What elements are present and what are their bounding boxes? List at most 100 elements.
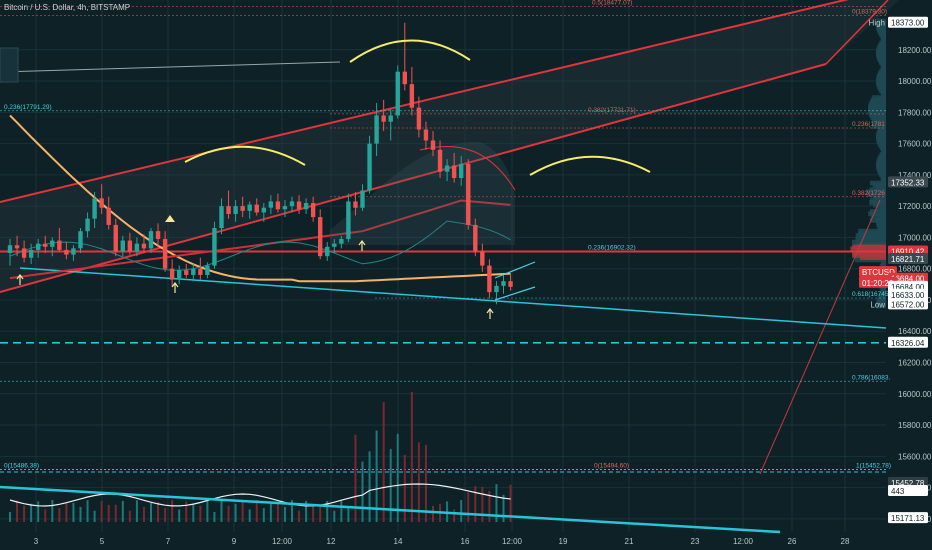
candle-body (381, 115, 386, 122)
price-tick-label: 17600.00 (898, 140, 932, 149)
ma-layer (9, 114, 511, 283)
candle-body (184, 270, 189, 275)
volume-bar (220, 500, 223, 522)
volume-bar (121, 500, 124, 522)
volume-bar (495, 484, 498, 522)
price-tick-label: 17400.00 (898, 171, 932, 180)
volume-bar (424, 444, 427, 522)
price-tag-label: 16326.04 (891, 339, 925, 348)
volume-bar (361, 461, 364, 522)
price-tick-label: 15800.00 (898, 421, 932, 430)
candle-body (134, 243, 140, 252)
candle-body (466, 163, 471, 225)
fib-label: 0.5(18477.07) (592, 0, 632, 6)
volume-bar (298, 510, 301, 522)
candle-body (36, 243, 41, 250)
volume-bar (502, 494, 505, 522)
candle-body (85, 218, 90, 232)
candle-body (459, 163, 464, 178)
candle-body (261, 207, 266, 213)
up-arrow-icon (486, 308, 494, 319)
volume-ma-line (9, 483, 511, 507)
price-tick-label: 17000.00 (898, 233, 932, 242)
fib-label: 0.236(1781 (852, 121, 885, 128)
price-tick-label: 16400.00 (898, 327, 932, 336)
candle-body (310, 203, 316, 218)
volume-bar (9, 512, 11, 522)
time-axis-background (0, 532, 886, 550)
price-tag-label: 16821.71 (891, 255, 925, 264)
candle-body (303, 203, 309, 210)
candle-body (247, 204, 252, 211)
candle-body (219, 206, 224, 229)
candle-body (430, 140, 436, 150)
candle-body (57, 240, 62, 250)
ma-teal (9, 220, 511, 271)
candle-body (494, 285, 499, 293)
candle-body (198, 268, 203, 275)
candle-body (395, 71, 400, 116)
candle-body (21, 248, 27, 258)
candle-body (444, 165, 450, 172)
price-tag-label: 15171.13 (891, 514, 925, 523)
candle-body (71, 248, 76, 255)
time-tick-label: 12:00 (502, 537, 523, 546)
volume-bar (241, 501, 244, 522)
up-arrow-icon (171, 282, 179, 293)
pattern-arcs (184, 39, 651, 176)
time-tick-label: 5 (100, 537, 105, 546)
volume-bar (142, 506, 145, 522)
volume-profile-bar (869, 180, 886, 186)
candle-body (148, 231, 154, 249)
chart-title: Bitcoin / U.S. Dollar, 4h, BITSTAMP (4, 3, 131, 12)
volume-bar (269, 502, 272, 522)
volume-bar (206, 500, 209, 522)
volume-bar (509, 484, 512, 522)
candle-body (78, 231, 83, 249)
channel-right-edge (825, 0, 889, 65)
volume-bar (23, 505, 26, 522)
volume-bar (326, 500, 329, 522)
candle-body (480, 251, 485, 266)
price-tick-label: 18200.00 (898, 46, 932, 55)
volume-trendline (0, 485, 781, 534)
volume-bar (199, 505, 202, 522)
up-arrow-icon (358, 240, 366, 251)
candle-body (141, 243, 147, 249)
volume-bar (347, 506, 350, 522)
volume-bar (178, 509, 181, 522)
volume-bar (114, 504, 117, 522)
volume-bar (403, 454, 406, 522)
volume-bar (460, 500, 463, 522)
volume-profile-bar (872, 95, 886, 101)
volume-bar (368, 451, 371, 522)
fib-label: 0(15486.38) (4, 463, 39, 470)
info-box (0, 47, 19, 83)
candle-body (508, 281, 513, 287)
volume-bar (248, 509, 251, 522)
candle-body (402, 71, 407, 85)
candle-body (487, 265, 492, 293)
time-tick-label: 12:00 (272, 537, 293, 546)
price-tick-label: 16200.00 (898, 359, 932, 368)
volume-profile (850, 18, 886, 309)
candle-body (169, 268, 175, 280)
price-tick-label: 16800.00 (898, 265, 932, 274)
candle-body (289, 201, 295, 207)
time-tick-label: 19 (559, 537, 568, 546)
price-tag (888, 298, 928, 310)
ma-orange (9, 114, 511, 283)
price-tag (888, 252, 928, 264)
volume-bar (354, 434, 357, 522)
shoulder-arc-right (529, 155, 651, 176)
candle-body (374, 115, 379, 144)
volume-bar (333, 510, 336, 522)
candle-body (353, 201, 358, 208)
candle-body (226, 206, 231, 214)
price-tag-label: 443 (891, 487, 905, 496)
candle-body (451, 165, 457, 178)
head-arc (349, 39, 471, 63)
